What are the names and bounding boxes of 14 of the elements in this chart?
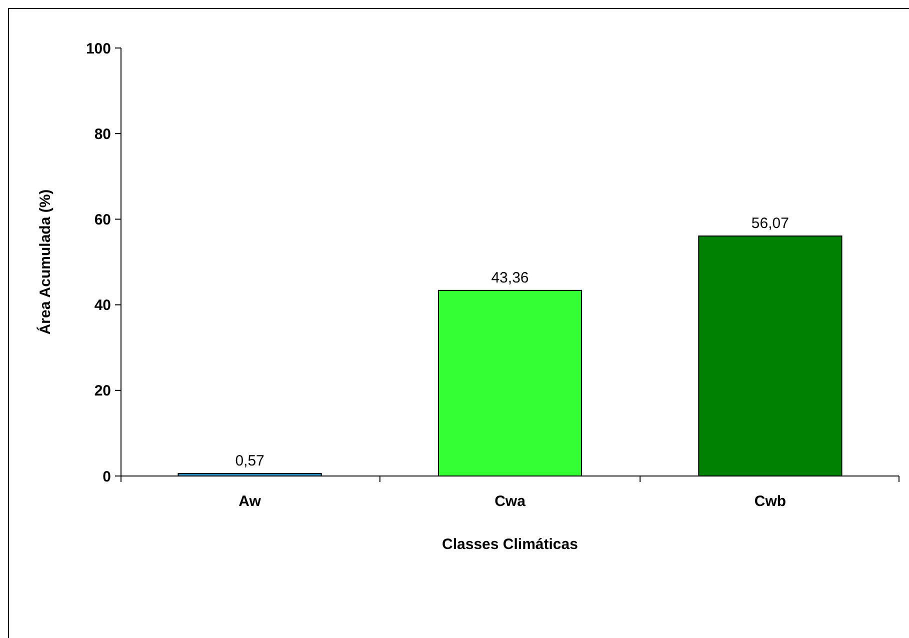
y-tick-label: 0 — [102, 468, 111, 486]
x-tick-label: Cwb — [754, 493, 786, 510]
y-tick-label: 40 — [94, 297, 111, 314]
y-tick-label: 80 — [94, 126, 111, 143]
data-label: 43,36 — [491, 269, 529, 286]
y-axis-title: Área Acumulada (%) — [36, 189, 54, 335]
data-label: 0,57 — [235, 452, 264, 470]
data-label: 56,07 — [751, 215, 789, 232]
x-tick-label: Aw — [238, 493, 262, 510]
y-tick-label: 100 — [86, 40, 111, 58]
x-tick-label: Cwa — [494, 493, 526, 510]
y-tick-label: 20 — [94, 382, 111, 400]
y-tick-label: 60 — [94, 211, 111, 228]
x-axis-title: Classes Climáticas — [442, 536, 578, 553]
